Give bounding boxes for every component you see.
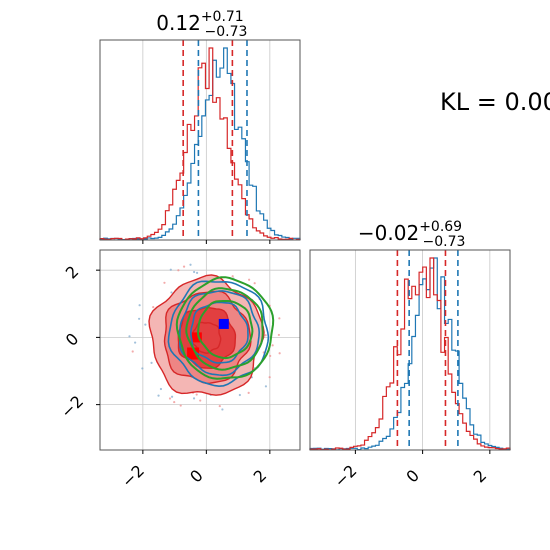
tick-label-x2-0: −2 — [330, 461, 360, 491]
scatter-point — [189, 263, 192, 266]
scatter-point — [144, 323, 147, 326]
tick-label-x1-1: 0 — [186, 466, 207, 487]
tick-label-x2-2: 2 — [470, 466, 491, 487]
scatter-point — [170, 291, 173, 294]
scatter-point — [271, 344, 274, 347]
panel-frame-1 — [99, 39, 301, 241]
title-x1-lower: −0.73 — [205, 24, 248, 40]
tick-label-y-1: 0 — [62, 329, 83, 350]
scatter-point — [177, 269, 180, 272]
scatter-point — [128, 335, 131, 338]
title-x2-lower: −0.73 — [423, 234, 466, 250]
panel-frame-3 — [309, 249, 511, 451]
tick-label-y-0: 2 — [62, 262, 83, 283]
title-x2-upper: +0.69 — [419, 219, 462, 235]
scatter-point — [278, 317, 281, 320]
scatter-point — [269, 354, 272, 358]
blue-contour-1 — [179, 290, 261, 377]
tick-label-x1-2: 2 — [250, 466, 271, 487]
scatter-point — [170, 395, 174, 398]
tick-label-y-2: −2 — [57, 392, 87, 422]
scatter-point — [134, 341, 137, 344]
joint-density — [128, 263, 281, 411]
green-contour-0 — [197, 300, 254, 360]
quantile-lines — [182, 40, 459, 450]
histogram-x2-red — [309, 257, 511, 451]
blue-contour-2 — [167, 280, 270, 388]
scatter-point — [195, 393, 198, 396]
scatter-point — [163, 281, 166, 284]
scatter-point — [277, 333, 280, 337]
scatter-point — [199, 399, 202, 402]
scatter-point — [157, 394, 160, 397]
scatter-point — [141, 367, 144, 370]
title-x1: 0.12+0.71 −0.73 — [156, 9, 247, 40]
scatter-point — [195, 271, 199, 275]
scatter-point — [182, 265, 186, 268]
blue-peak-marker — [218, 318, 229, 329]
panel-frame-2 — [99, 249, 301, 451]
panel-bg-1 — [100, 40, 300, 240]
scatter-point — [253, 282, 256, 285]
scatter-point — [168, 397, 172, 400]
title-x2: −0.02+0.69 −0.73 — [358, 219, 466, 250]
scatter-point — [152, 306, 155, 309]
title-x1-median: 0.12 — [156, 11, 201, 35]
scatter-point — [192, 270, 196, 274]
scatter-point — [264, 334, 267, 337]
scatter-point — [231, 275, 234, 278]
red-peak-marker — [191, 332, 202, 343]
green-contour-1 — [185, 287, 264, 371]
tick-label-x1-0: −2 — [118, 461, 148, 491]
scatter-point — [221, 408, 224, 411]
scatter-point — [159, 387, 163, 391]
scatter-point — [150, 361, 153, 365]
blue-contour-0 — [189, 301, 249, 364]
histograms — [99, 47, 511, 451]
kl-annotation: KL = 0.00 — [440, 88, 550, 116]
scatter-point — [248, 278, 251, 281]
panel-bg-3 — [310, 250, 510, 450]
scatter-point — [179, 404, 182, 407]
scatter-point — [238, 393, 241, 397]
axes-frames — [99, 39, 511, 451]
scatter-point — [218, 404, 221, 408]
histogram-x1-red — [99, 47, 301, 241]
scatter-point — [169, 268, 172, 271]
scatter-point — [268, 376, 271, 379]
scatter-point — [264, 385, 268, 388]
scatter-point — [173, 400, 176, 404]
title-x1-upper: +0.71 — [201, 9, 244, 25]
title-x2-median: −0.02 — [358, 221, 419, 245]
scatter-point — [138, 304, 141, 307]
scatter-point — [138, 317, 141, 320]
green-contour-2 — [175, 276, 275, 380]
scatter-point — [247, 391, 250, 394]
scatter-point — [278, 352, 281, 355]
scatter-point — [131, 350, 134, 353]
red-density-patch — [187, 347, 200, 360]
scatter-point — [192, 397, 196, 400]
tick-label-x2-1: 0 — [402, 466, 423, 487]
